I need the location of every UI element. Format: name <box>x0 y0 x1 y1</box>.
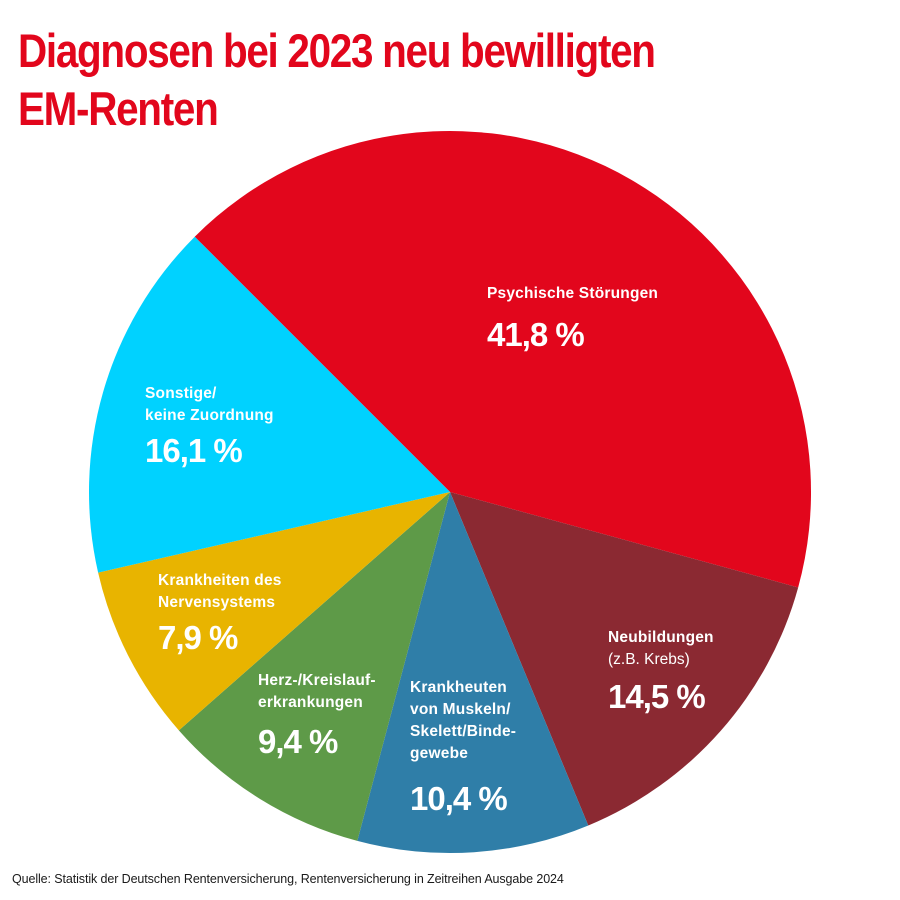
label-muskeln: Krankheuten von Muskeln/ Skelett/Binde- … <box>410 677 516 819</box>
label-percent: 14,5 % <box>608 678 706 715</box>
label-name: Krankheuten von Muskeln/ Skelett/Binde- … <box>410 679 517 762</box>
source-note: Quelle: Statistik der Deutschen Rentenve… <box>12 872 564 886</box>
label-percent: 9,4 % <box>258 723 338 760</box>
label-psychische: Psychische Störungen 41,8 % <box>487 283 658 355</box>
label-name: Psychische Störungen <box>487 285 659 302</box>
chart-title: Diagnosen bei 2023 neu bewilligten EM-Re… <box>18 22 900 138</box>
label-herz: Herz-/Kreislauf- erkrankungen 9,4 % <box>258 670 376 762</box>
pie-slices <box>88 130 812 853</box>
label-name: Sonstige/ keine Zuordnung <box>145 385 274 424</box>
label-subtitle: (z.B. Krebs) <box>608 651 690 668</box>
title-line-1: Diagnosen bei 2023 neu bewilligten <box>18 24 656 77</box>
label-name: Krankheiten des Nervensystems <box>158 572 282 611</box>
pie-slice-neubildungen <box>450 492 799 826</box>
pie-slice-muskeln <box>357 492 589 853</box>
label-name: Herz-/Kreislauf- erkrankungen <box>258 672 376 711</box>
title-line-2: EM-Renten <box>18 82 219 135</box>
label-percent: 7,9 % <box>158 619 238 656</box>
label-percent: 16,1 % <box>145 432 243 469</box>
pie-slice-herz <box>178 492 450 841</box>
label-name: Neubildungen <box>608 629 714 646</box>
pie-slice-psychische <box>194 130 812 588</box>
label-percent: 10,4 % <box>410 780 508 817</box>
pie-slice-nerven <box>98 492 451 731</box>
pie-slice-sonstige <box>88 236 451 573</box>
label-nerven: Krankheiten des Nervensystems 7,9 % <box>158 570 282 658</box>
label-percent: 41,8 % <box>487 316 585 353</box>
label-neubildungen: Neubildungen (z.B. Krebs) 14,5 % <box>608 627 714 717</box>
label-sonstige: Sonstige/ keine Zuordnung 16,1 % <box>145 383 274 471</box>
